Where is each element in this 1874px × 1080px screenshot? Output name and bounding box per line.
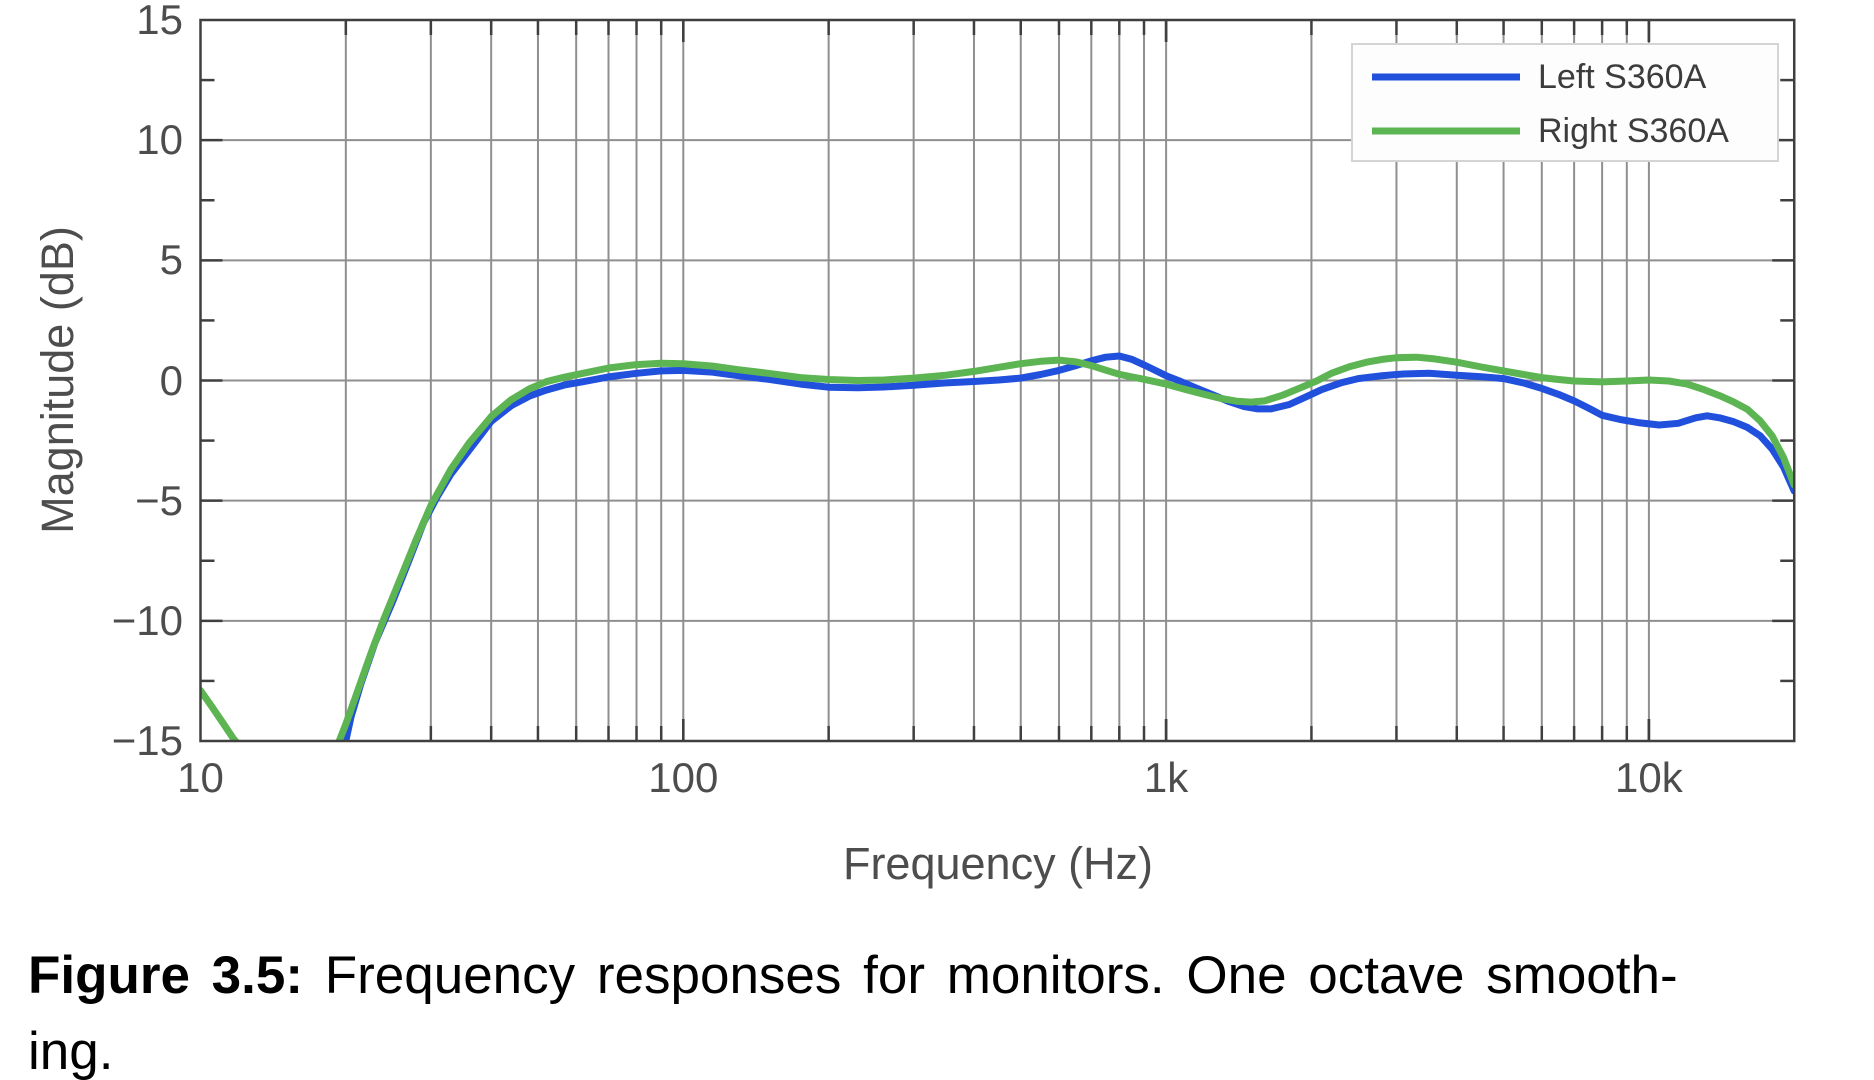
- x-tick-label: 10: [177, 754, 224, 801]
- series-line-right: [200, 353, 1795, 741]
- y-tick-label: 10: [136, 116, 183, 164]
- figure-caption-text-line1: Frequency responses for monitors. One oc…: [324, 946, 1678, 1005]
- x-tick-label: 100: [648, 754, 719, 801]
- y-tick-label: 0: [159, 356, 183, 404]
- frequency-response-chart: [199, 18, 1796, 743]
- figure-caption-text-line2: ing.: [28, 1022, 114, 1080]
- legend-label-right: Right S360A: [1538, 112, 1729, 150]
- y-tick-label: 15: [136, 0, 183, 43]
- x-tick-label: 10k: [1615, 754, 1683, 801]
- series-line-left: [342, 352, 1795, 741]
- y-tick-label: −15: [111, 717, 183, 764]
- figure-caption-label: Figure 3.5:: [28, 946, 304, 1005]
- y-tick-label: −5: [135, 476, 183, 524]
- plot-border: [199, 18, 1796, 743]
- y-tick-label: −10: [111, 596, 183, 644]
- y-tick-label: 5: [159, 236, 183, 284]
- x-tick-label: 1k: [1143, 754, 1189, 801]
- legend-label-left: Left S360A: [1538, 58, 1707, 96]
- series-group: [200, 352, 1795, 741]
- x-axis-label: Frequency (Hz): [842, 838, 1154, 889]
- figure-caption: Figure 3.5: Frequency responses for moni…: [28, 938, 1678, 1080]
- legend-box: [1351, 43, 1779, 162]
